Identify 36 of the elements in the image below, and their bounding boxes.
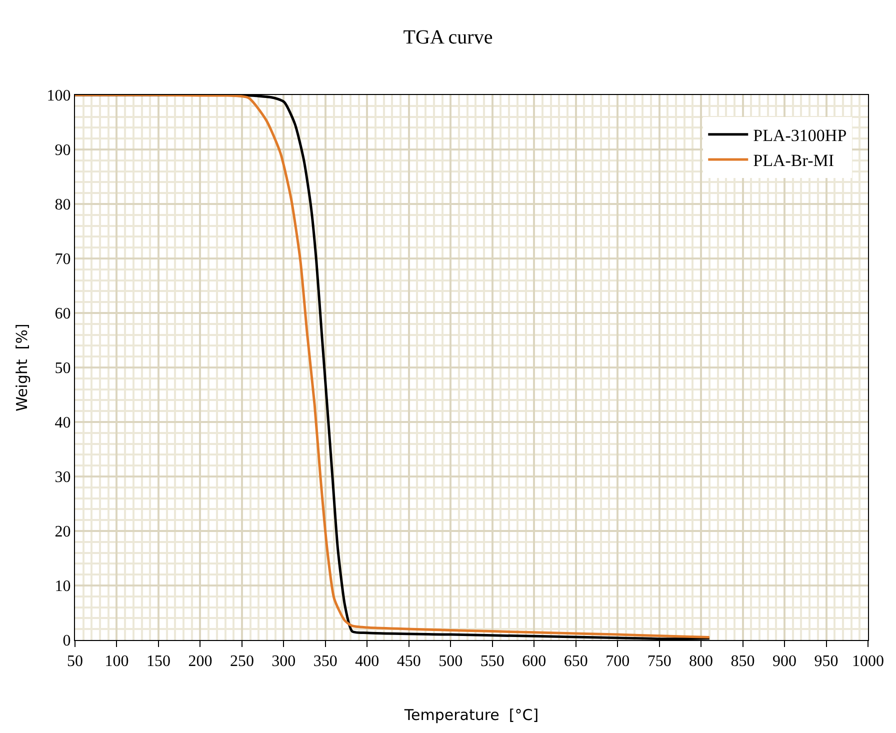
- y-tick-label: 40: [54, 414, 71, 432]
- x-tick-label: 900: [772, 653, 797, 670]
- x-axis-title: Temperature [°C]: [403, 706, 539, 724]
- y-tick-label: 10: [54, 578, 71, 596]
- x-tick-label: 450: [396, 653, 421, 670]
- x-tick-label: 850: [730, 653, 755, 670]
- y-tick-label: 100: [46, 88, 71, 105]
- y-axis-title: Weight [%]: [13, 324, 32, 412]
- x-tick-label: 400: [355, 653, 380, 670]
- chart-title: TGA curve: [403, 26, 493, 48]
- x-tick-label: 250: [230, 653, 254, 670]
- x-tick-label: 1000: [852, 653, 884, 670]
- x-tick-label: 200: [188, 653, 212, 670]
- x-tick-label: 800: [689, 653, 714, 670]
- legend-label: PLA-Br-MI: [753, 151, 834, 170]
- x-tick-label: 950: [814, 653, 838, 670]
- y-tick-label: 80: [54, 196, 71, 214]
- y-tick-label: 0: [62, 632, 71, 650]
- x-tick-label: 550: [480, 653, 504, 670]
- y-tick-label: 20: [54, 524, 71, 541]
- x-tick-label: 700: [606, 653, 630, 670]
- x-tick-label: 650: [564, 653, 588, 670]
- x-tick-label: 750: [647, 653, 672, 670]
- y-tick-label: 70: [54, 251, 71, 268]
- x-tick-label: 50: [67, 653, 83, 670]
- legend-label: PLA-3100HP: [753, 126, 847, 145]
- x-tick-label: 100: [104, 653, 129, 670]
- y-tick-label: 90: [54, 142, 71, 160]
- x-tick-label: 350: [313, 653, 338, 670]
- y-tick-label: 50: [54, 360, 71, 378]
- x-tick-label: 300: [272, 653, 296, 670]
- x-tick-label: 600: [522, 653, 546, 670]
- x-tick-label: 500: [438, 653, 463, 670]
- y-tick-label: 30: [54, 469, 71, 486]
- y-tick-label: 60: [54, 306, 71, 323]
- x-tick-label: 150: [146, 653, 170, 670]
